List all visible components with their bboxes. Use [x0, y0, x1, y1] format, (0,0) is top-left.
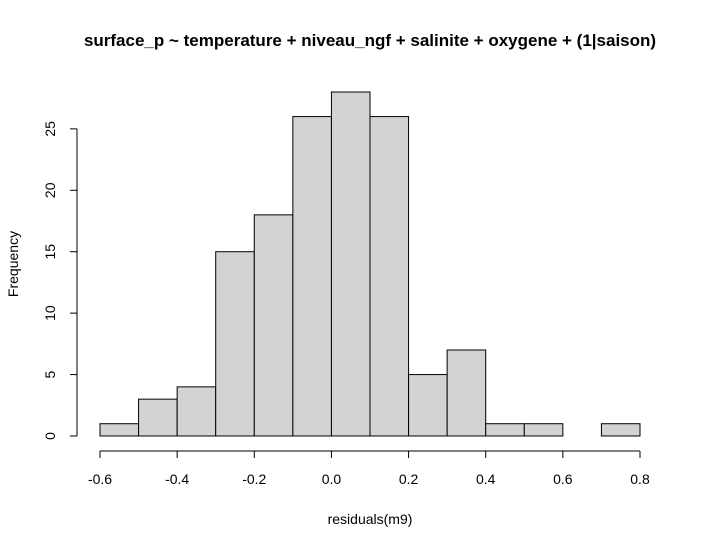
x-tick-label: -0.6 — [88, 471, 112, 487]
histogram-bar — [330, 91, 371, 437]
histogram-bar — [292, 116, 332, 437]
y-axis: 0 5 10 15 20 25 — [42, 121, 78, 440]
histogram-bar — [369, 116, 410, 437]
x-tick-label: 0.2 — [399, 471, 419, 487]
y-axis-label: Frequency — [5, 231, 21, 297]
y-tick-label: 25 — [42, 121, 58, 137]
histogram-bar — [523, 423, 564, 437]
x-tick-label: 0.6 — [553, 471, 573, 487]
histogram-bar — [215, 251, 255, 437]
histogram-bar — [408, 374, 448, 437]
histogram-bar — [446, 349, 487, 437]
x-tick-label: 0.0 — [322, 471, 342, 487]
histogram-bar — [138, 398, 178, 437]
y-tick-label: 10 — [42, 305, 58, 321]
x-axis: -0.6 -0.4 -0.2 0.0 0.2 0.4 0.6 0.8 — [88, 450, 650, 487]
histogram-bar — [99, 423, 140, 437]
x-tick-label: 0.4 — [476, 471, 496, 487]
x-tick-label: -0.4 — [165, 471, 189, 487]
histogram-bar — [485, 423, 525, 437]
histogram-bar — [176, 386, 217, 437]
x-tick-label: -0.2 — [242, 471, 266, 487]
x-axis-label: residuals(m9) — [328, 511, 413, 527]
histogram-bar — [600, 423, 641, 437]
y-tick-label: 0 — [42, 432, 58, 440]
chart-title: surface_p ~ temperature + niveau_ngf + s… — [84, 31, 656, 50]
histogram-bar — [253, 214, 294, 437]
x-tick-label: 0.8 — [630, 471, 650, 487]
y-tick-label: 5 — [42, 370, 58, 378]
bars-group — [99, 91, 641, 437]
y-tick-label: 20 — [42, 182, 58, 198]
y-tick-label: 15 — [42, 244, 58, 260]
